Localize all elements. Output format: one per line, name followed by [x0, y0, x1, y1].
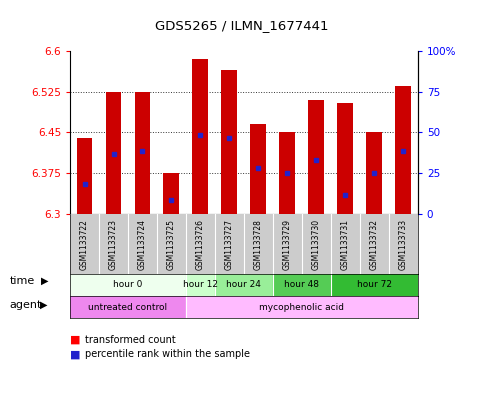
Text: ▶: ▶ — [41, 276, 49, 286]
Text: GSM1133728: GSM1133728 — [254, 219, 263, 270]
Bar — [186, 214, 215, 274]
Text: GSM1133729: GSM1133729 — [283, 219, 292, 270]
Bar — [215, 214, 244, 274]
Bar — [128, 214, 157, 274]
Bar — [395, 86, 411, 214]
Bar — [331, 214, 360, 274]
Bar — [163, 173, 180, 214]
Text: percentile rank within the sample: percentile rank within the sample — [85, 349, 250, 360]
Bar — [186, 274, 215, 296]
Text: untreated control: untreated control — [88, 303, 168, 312]
Bar — [70, 296, 186, 318]
Bar — [192, 59, 209, 214]
Text: GSM1133725: GSM1133725 — [167, 219, 176, 270]
Text: hour 48: hour 48 — [284, 281, 319, 289]
Text: GSM1133724: GSM1133724 — [138, 219, 147, 270]
Bar — [70, 274, 186, 296]
Bar — [389, 214, 418, 274]
Text: GSM1133722: GSM1133722 — [80, 219, 89, 270]
Text: ■: ■ — [70, 335, 81, 345]
Bar — [366, 132, 383, 214]
Bar — [279, 132, 295, 214]
Bar — [302, 214, 331, 274]
Text: hour 12: hour 12 — [183, 281, 218, 289]
Bar — [331, 274, 418, 296]
Bar — [251, 124, 267, 214]
Bar — [215, 274, 273, 296]
Bar — [186, 296, 418, 318]
Text: agent: agent — [10, 299, 42, 310]
Bar — [244, 214, 273, 274]
Text: hour 24: hour 24 — [227, 281, 261, 289]
Text: mycophenolic acid: mycophenolic acid — [259, 303, 344, 312]
Bar — [134, 92, 150, 214]
Text: GSM1133731: GSM1133731 — [341, 219, 350, 270]
Text: GSM1133726: GSM1133726 — [196, 219, 205, 270]
Bar — [273, 214, 302, 274]
Bar — [157, 214, 186, 274]
Text: GSM1133732: GSM1133732 — [370, 219, 379, 270]
Text: ▶: ▶ — [40, 299, 47, 310]
Bar — [76, 138, 92, 214]
Text: GSM1133733: GSM1133733 — [399, 219, 408, 270]
Text: hour 72: hour 72 — [357, 281, 392, 289]
Bar — [337, 103, 353, 214]
Bar — [221, 70, 237, 214]
Text: GSM1133723: GSM1133723 — [109, 219, 118, 270]
Text: hour 0: hour 0 — [114, 281, 142, 289]
Text: GSM1133727: GSM1133727 — [225, 219, 234, 270]
Bar — [308, 100, 325, 214]
Bar — [105, 92, 121, 214]
Text: time: time — [10, 276, 35, 286]
Text: GDS5265 / ILMN_1677441: GDS5265 / ILMN_1677441 — [155, 19, 328, 32]
Text: ■: ■ — [70, 349, 81, 360]
Bar — [99, 214, 128, 274]
Text: GSM1133730: GSM1133730 — [312, 219, 321, 270]
Bar — [70, 214, 99, 274]
Bar — [360, 214, 389, 274]
Text: transformed count: transformed count — [85, 335, 175, 345]
Bar — [273, 274, 331, 296]
